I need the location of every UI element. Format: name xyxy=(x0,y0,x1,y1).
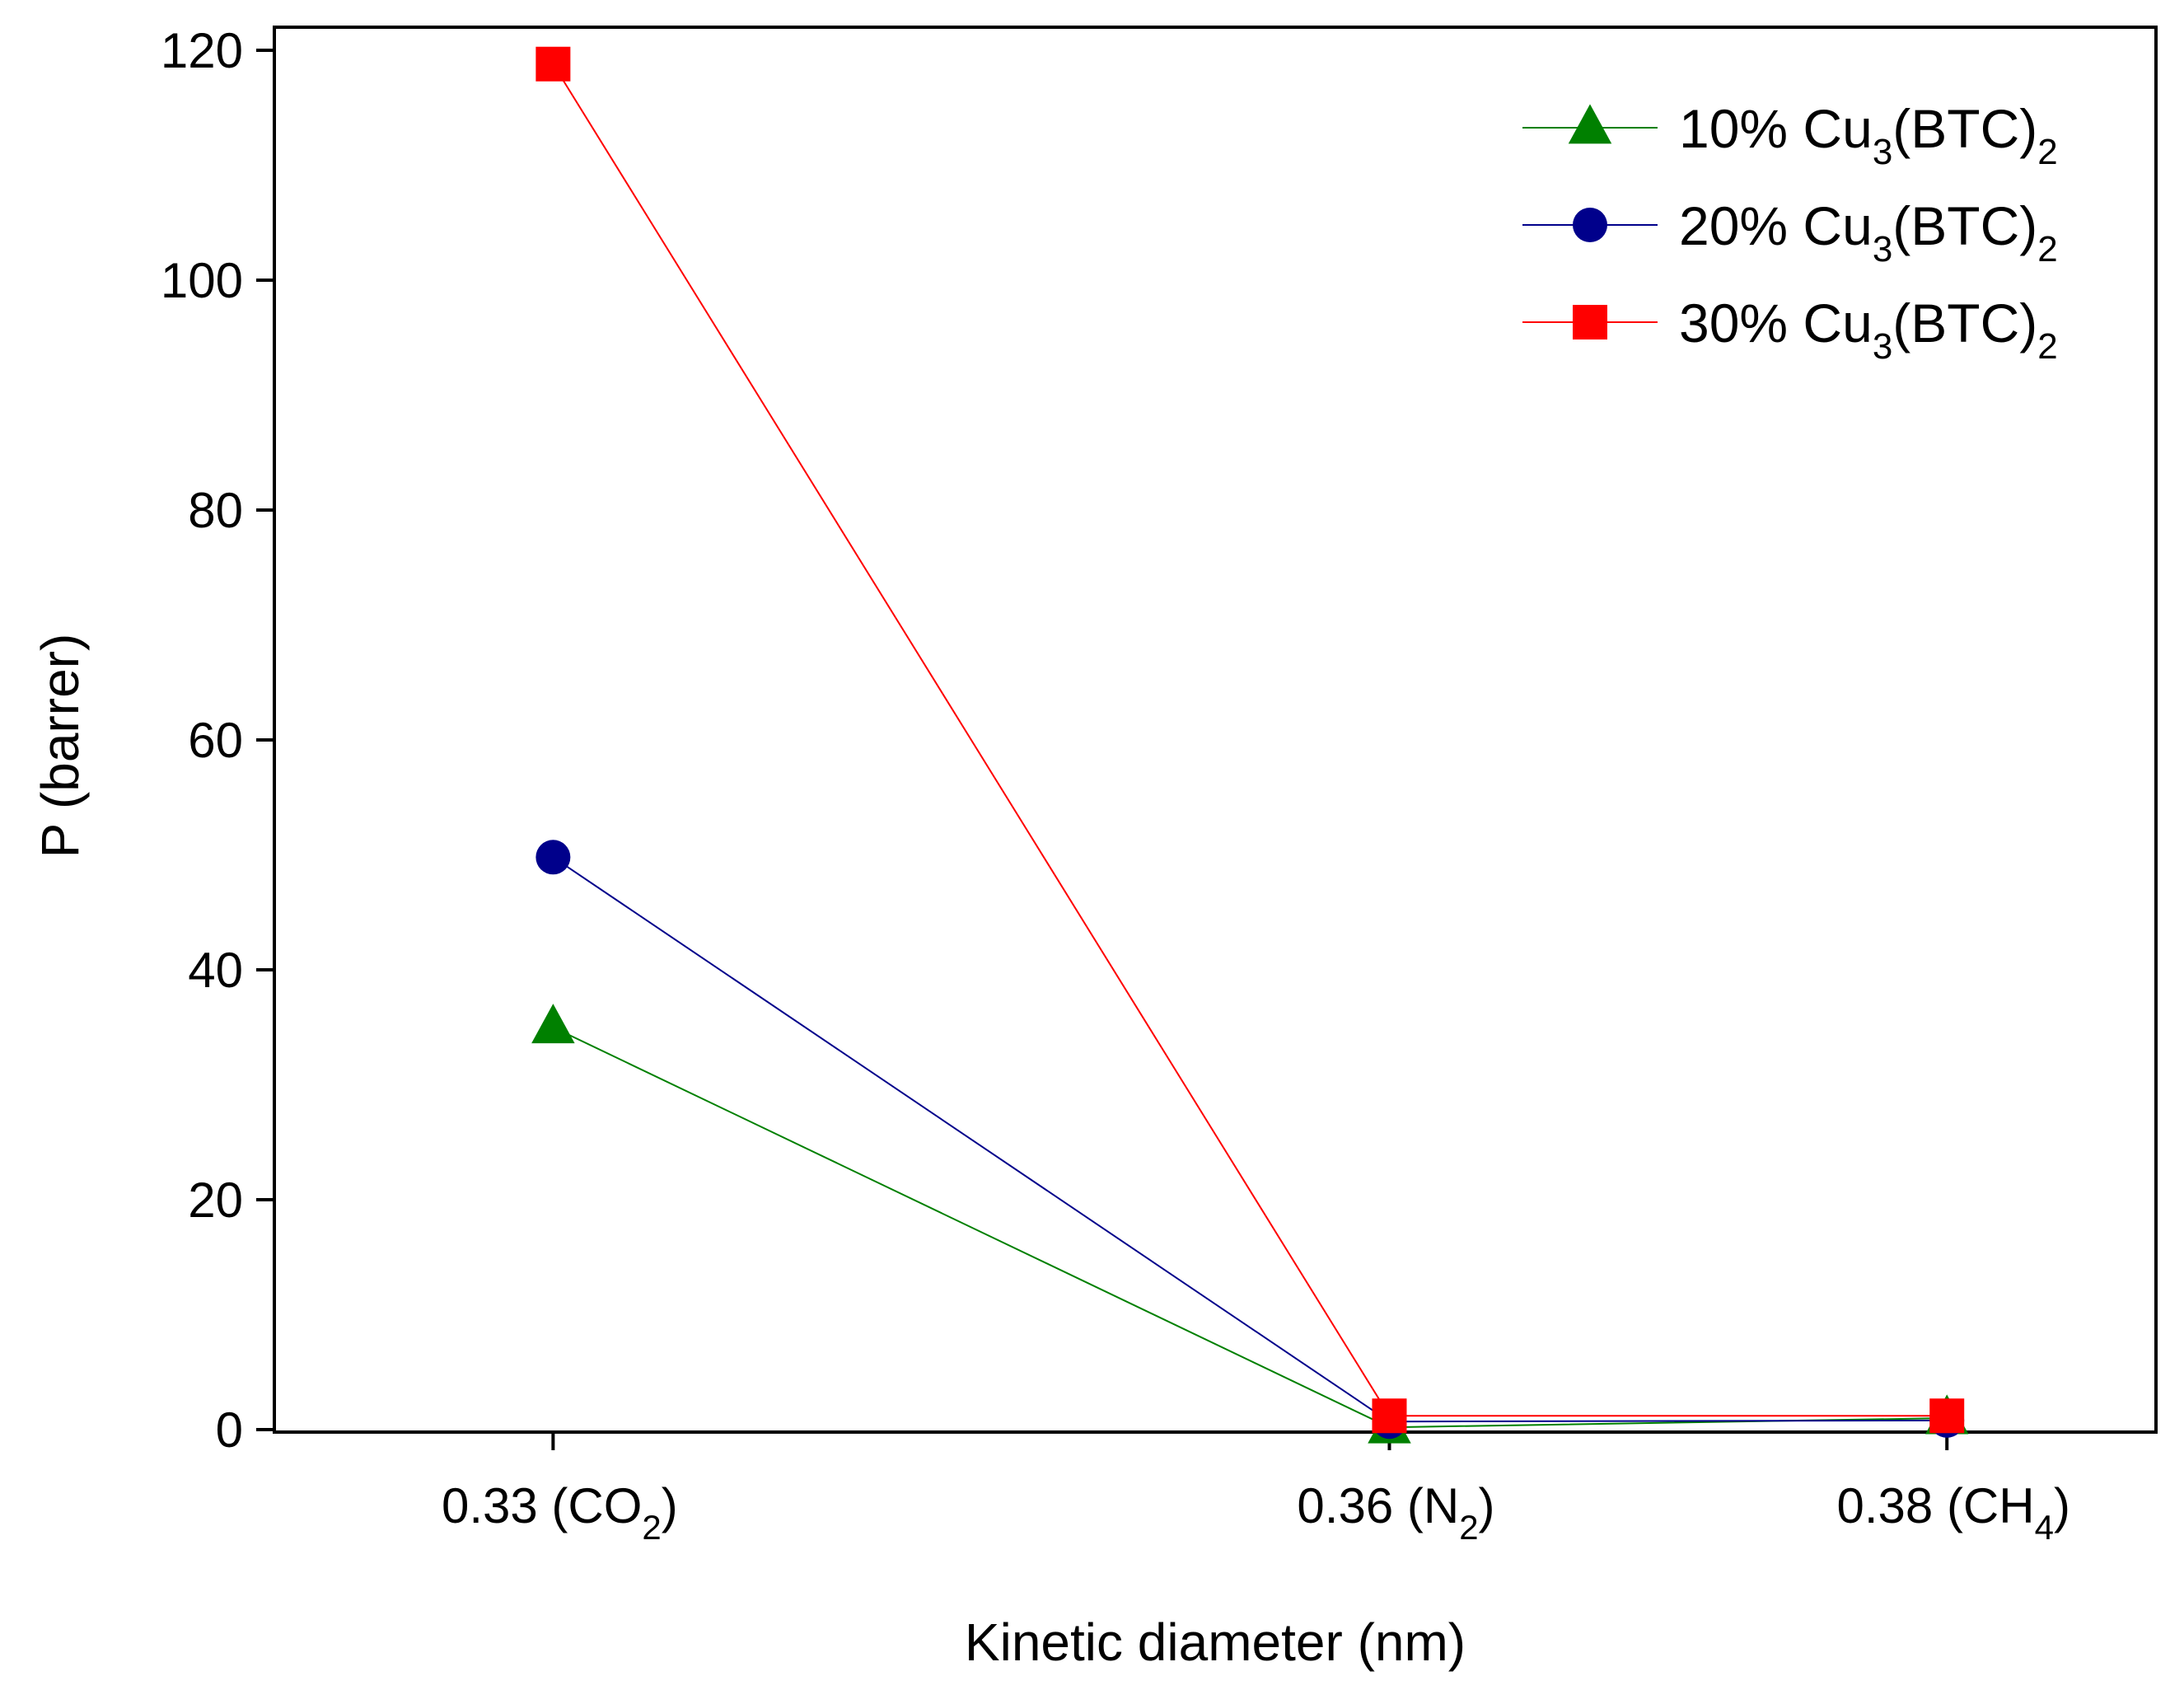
data-point xyxy=(531,1004,575,1044)
y-tick-label: 80 xyxy=(188,483,243,538)
x-tick-label: 0.36 (N2) xyxy=(1297,1478,1494,1547)
y-tick-label: 20 xyxy=(188,1173,243,1228)
legend-label: 30% Cu3(BTC)2 xyxy=(1679,293,2058,367)
series-line xyxy=(552,856,1948,1423)
y-tick-label: 100 xyxy=(161,253,243,308)
plot-frame xyxy=(273,26,2158,1434)
data-point xyxy=(535,840,571,875)
series-line xyxy=(552,1026,1948,1429)
y-tick-label: 40 xyxy=(188,943,243,998)
x-axis: 0.33 (CO2) 0.36 (N2) 0.38 (CH4) xyxy=(442,1432,2070,1547)
legend-label: 10% Cu3(BTC)2 xyxy=(1679,98,2058,172)
y-tick-label: 120 xyxy=(161,23,243,78)
y-axis: 0 20 40 60 80 100 120 xyxy=(161,23,274,1458)
y-tick-label: 0 xyxy=(216,1402,243,1458)
data-point xyxy=(1573,305,1607,339)
x-tick-label: 0.33 (CO2) xyxy=(442,1478,678,1547)
x-tick-label: 0.38 (CH4) xyxy=(1837,1478,2070,1547)
x-axis-title: Kinetic diameter (nm) xyxy=(965,1613,1466,1672)
legend-label: 20% Cu3(BTC)2 xyxy=(1679,195,2058,269)
data-point xyxy=(1929,1398,1965,1434)
series-lines xyxy=(552,63,1948,1429)
series-line xyxy=(552,63,1948,1417)
y-axis-title: P (barrer) xyxy=(30,634,90,859)
data-point xyxy=(1568,104,1612,144)
y-tick-label: 60 xyxy=(188,713,243,768)
series-markers xyxy=(531,46,1969,1444)
data-point xyxy=(1372,1398,1407,1434)
data-point xyxy=(535,46,571,82)
data-point xyxy=(1573,208,1607,242)
legend: 10% Cu3(BTC)2 20% Cu3(BTC)2 30% Cu3(BTC)2 xyxy=(1522,98,2058,367)
